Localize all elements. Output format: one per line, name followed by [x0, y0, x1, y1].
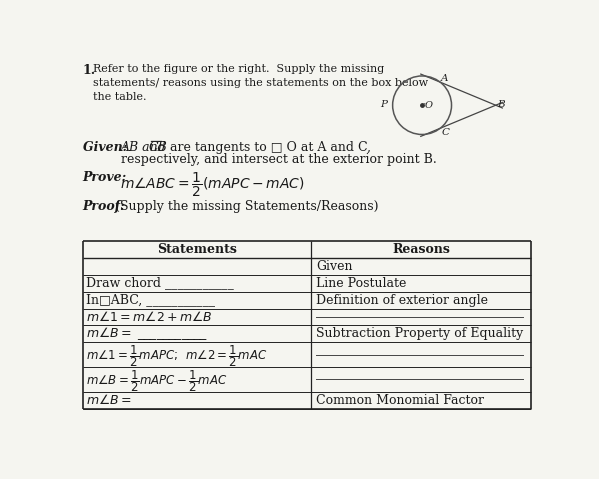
Text: $m\angle B=$: $m\angle B=$: [86, 393, 132, 407]
Text: Given: Given: [316, 260, 352, 273]
Text: ·: ·: [423, 100, 426, 109]
Text: Draw chord ___________: Draw chord ___________: [86, 276, 234, 290]
Text: $m\angle ABC=\dfrac{1}{2}\left(mAPC-mAC\right)$: $m\angle ABC=\dfrac{1}{2}\left(mAPC-mAC\…: [120, 171, 304, 199]
Text: $m\angle B=$ ___________: $m\angle B=$ ___________: [86, 325, 208, 342]
Text: Refer to the figure or the right.  Supply the missing
statements/ reasons using : Refer to the figure or the right. Supply…: [93, 64, 429, 102]
Text: Definition of exterior angle: Definition of exterior angle: [316, 294, 488, 307]
Text: Statements: Statements: [157, 243, 237, 256]
Text: Line Postulate: Line Postulate: [316, 276, 406, 290]
Text: $m\angle 1=\dfrac{1}{2}mAPC$;  $m\angle 2=\dfrac{1}{2}mAC$: $m\angle 1=\dfrac{1}{2}mAPC$; $m\angle 2…: [86, 343, 268, 369]
Text: respectively, and intersect at the exterior point B.: respectively, and intersect at the exter…: [122, 153, 437, 166]
Text: Common Monomial Factor: Common Monomial Factor: [316, 394, 484, 407]
Text: Reasons: Reasons: [392, 243, 450, 256]
Text: C: C: [441, 127, 450, 137]
Text: AB and: AB and: [122, 141, 171, 154]
Text: In□ABC, ___________: In□ABC, ___________: [86, 294, 216, 307]
Text: Prove:: Prove:: [83, 171, 131, 183]
Text: are tangents to □ O at A and C,: are tangents to □ O at A and C,: [165, 141, 371, 154]
Text: Proof:: Proof:: [83, 200, 130, 213]
Text: Subtraction Property of Equality: Subtraction Property of Equality: [316, 328, 523, 341]
Text: $m\angle B=\dfrac{1}{2}mAPC-\dfrac{1}{2}mAC$: $m\angle B=\dfrac{1}{2}mAPC-\dfrac{1}{2}…: [86, 368, 228, 394]
Text: P: P: [380, 100, 387, 109]
Text: A: A: [441, 74, 449, 83]
Text: B: B: [497, 100, 505, 109]
Text: CB: CB: [149, 141, 167, 154]
Text: $m\angle 1=m\angle 2+m\angle B$: $m\angle 1=m\angle 2+m\angle B$: [86, 310, 213, 324]
Text: 1.: 1.: [83, 64, 96, 77]
Text: (Supply the missing Statements/Reasons): (Supply the missing Statements/Reasons): [115, 200, 379, 213]
Text: O: O: [425, 101, 432, 110]
Text: Given:: Given:: [83, 141, 131, 154]
